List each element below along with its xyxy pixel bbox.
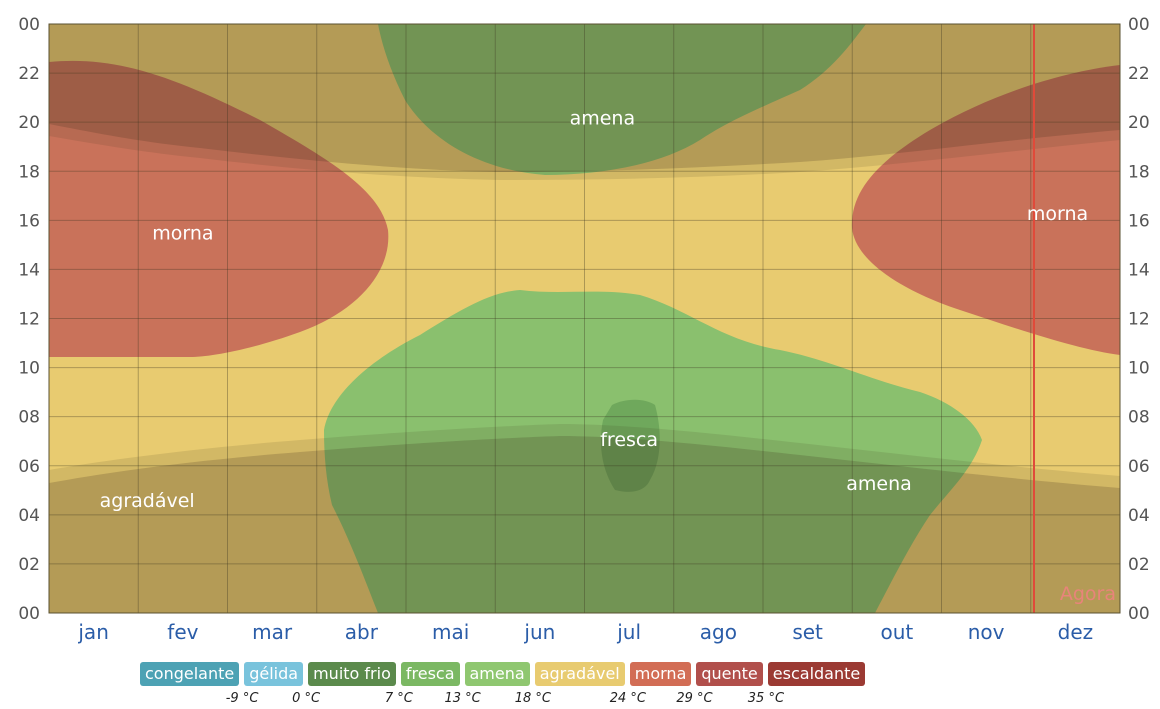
y-tick-label-right: 18 [1128, 162, 1150, 182]
threshold-label: 29 °C [676, 691, 713, 706]
y-tick-label-right: 02 [1128, 555, 1150, 575]
month-label: set [792, 620, 823, 644]
y-tick-label-right: 20 [1128, 113, 1150, 133]
y-tick-label-right: 12 [1128, 310, 1150, 330]
x-axis-months: jan fev mar abr mai jun jul ago set out nov dez [77, 620, 1093, 644]
y-tick-label-right: 16 [1128, 211, 1150, 231]
plot-border [48, 23, 1121, 614]
month-label: jun [523, 620, 555, 644]
month-label: abr [345, 620, 379, 644]
threshold-label: 35 °C [747, 691, 785, 706]
legend-item: morna [629, 662, 692, 686]
region-amena-top [378, 24, 866, 175]
temperature-heatmap-chart: 00 02 04 06 08 10 12 14 16 18 20 22 00 00 02 04 06 08 10 1… [18, 15, 1150, 644]
y-axis-left: 00 02 04 06 08 10 12 14 16 18 20 22 00 [18, 15, 40, 624]
month-label: dez [1058, 620, 1094, 644]
legend-item: muito frio [308, 662, 396, 686]
threshold-label: 24 °C [609, 691, 647, 706]
y-tick-label-left: 20 [18, 113, 40, 133]
region-label: amena [846, 473, 912, 495]
region-morna-right [851, 65, 1120, 355]
twilight-shading-bottom [49, 424, 1120, 488]
threshold-label: 0 °C [292, 691, 321, 706]
y-tick-label-right: 06 [1128, 457, 1150, 477]
month-label: mai [432, 620, 469, 644]
y-tick-label-left: 14 [18, 260, 40, 280]
y-tick-label-left: 12 [18, 310, 40, 330]
threshold-label: 18 °C [514, 691, 551, 706]
legend-item: escaldante [767, 662, 866, 686]
y-tick-label-left: 16 [18, 211, 40, 231]
y-tick-label-right: 08 [1128, 408, 1150, 428]
y-axis-right: 00 02 04 06 08 10 12 14 16 18 20 22 00 [1128, 15, 1150, 624]
region-label: morna [1027, 203, 1088, 225]
month-label: jul [616, 620, 641, 644]
month-label: jan [77, 620, 109, 644]
now-marker-label: Agora [1060, 583, 1116, 605]
region-label: fresca [600, 429, 658, 451]
y-tick-label-right: 14 [1128, 260, 1150, 280]
night-shading-bottom [49, 436, 1120, 613]
y-tick-label-left: 04 [18, 506, 40, 526]
night-shading-top [49, 24, 1120, 172]
y-tick-label-right: 04 [1128, 506, 1150, 526]
region-morna-left [49, 60, 389, 358]
month-label: out [880, 620, 913, 644]
region-label: agradável [100, 490, 195, 512]
month-label: ago [700, 620, 737, 644]
legend-item: agradável [534, 662, 625, 686]
y-tick-label-right: 00 [1128, 15, 1150, 35]
region-labels: amena morna morna fresca amena agradável [100, 107, 1089, 512]
y-tick-label-left: 22 [18, 64, 40, 84]
threshold-label: 7 °C [384, 691, 413, 706]
region-label: amena [570, 107, 636, 129]
grid-lines [49, 24, 1120, 613]
month-label: nov [968, 620, 1005, 644]
legend-item: amena [464, 662, 530, 686]
threshold-label: -9 °C [225, 691, 259, 706]
threshold-label: 13 °C [444, 691, 481, 706]
y-tick-label-left: 18 [18, 162, 40, 182]
y-tick-label-left: 08 [18, 408, 40, 428]
y-tick-label-left: 10 [18, 359, 40, 379]
legend-row: congelante gélida muito frio fresca amena agr… [140, 662, 866, 686]
y-tick-label-right: 00 [1128, 604, 1150, 624]
legend-item: gélida [244, 662, 304, 686]
temperature-legend: congelante gélida muito frio fresca amena agr… [0, 662, 1160, 709]
month-label: mar [252, 620, 293, 644]
y-tick-label-right: 10 [1128, 359, 1150, 379]
twilight-shading-top [49, 124, 1120, 180]
legend-item: quente [696, 662, 763, 686]
y-tick-label-left: 00 [18, 15, 40, 35]
y-tick-label-right: 22 [1128, 64, 1150, 84]
y-tick-label-left: 02 [18, 555, 40, 575]
y-tick-label-left: 06 [18, 457, 40, 477]
region-label: morna [152, 223, 213, 245]
legend-item: fresca [400, 662, 460, 686]
y-tick-label-left: 00 [18, 604, 40, 624]
region-fresca-core [600, 399, 660, 492]
legend-item: congelante [140, 662, 240, 686]
month-label: fev [167, 620, 198, 644]
